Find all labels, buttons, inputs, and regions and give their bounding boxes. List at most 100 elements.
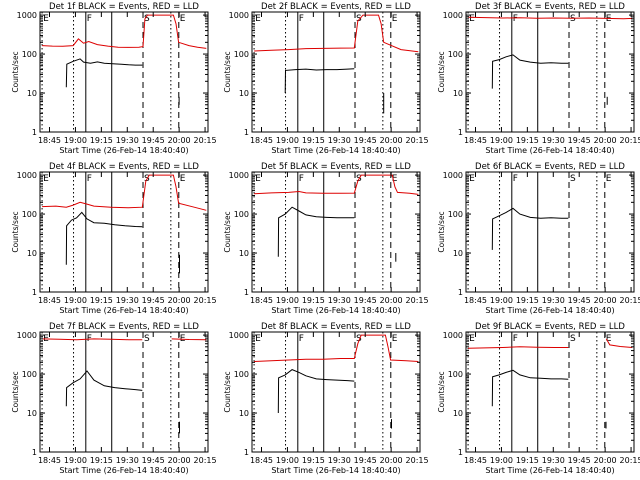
time-marker-label: F bbox=[513, 174, 518, 184]
x-tick-label: 20:15 bbox=[620, 456, 640, 465]
x-tick-label: 20:15 bbox=[194, 136, 217, 145]
time-marker-label: F bbox=[299, 334, 304, 344]
x-tick-label: 19:00 bbox=[490, 456, 513, 465]
x-tick-label: 18:45 bbox=[464, 296, 487, 305]
x-tick-label: 20:00 bbox=[168, 296, 191, 305]
y-tick-label: 10 bbox=[27, 249, 37, 258]
events-series-line bbox=[277, 369, 355, 414]
panel-title: Det 6f BLACK = Events, RED = LLD bbox=[475, 162, 625, 172]
x-tick-label: 19:15 bbox=[90, 456, 113, 465]
x-axis-label: Start Time (26-Feb-14 18:40:40) bbox=[485, 306, 614, 315]
y-tick-label: 1000 bbox=[443, 331, 463, 340]
panel-title: Det 1f BLACK = Events, RED = LLD bbox=[49, 2, 199, 12]
events-series-line bbox=[65, 58, 143, 88]
x-tick-label: 19:30 bbox=[328, 296, 351, 305]
lld-series-line bbox=[254, 14, 419, 53]
time-marker-label: F bbox=[513, 334, 518, 344]
x-tick-label: 19:30 bbox=[116, 136, 139, 145]
time-marker-label: S bbox=[570, 334, 576, 344]
x-tick-label: 18:45 bbox=[38, 296, 61, 305]
time-marker-label: F bbox=[513, 14, 518, 24]
x-tick-label: 19:30 bbox=[542, 136, 565, 145]
panel-title: Det 9f BLACK = Events, RED = LLD bbox=[475, 322, 625, 332]
time-marker-label: E bbox=[606, 334, 612, 344]
x-tick-label: 19:15 bbox=[90, 136, 113, 145]
y-tick-label: 1 bbox=[32, 128, 37, 137]
x-tick-label: 20:00 bbox=[380, 456, 403, 465]
time-marker-label: F bbox=[299, 14, 304, 24]
plot-frame bbox=[465, 11, 635, 133]
events-series-line bbox=[65, 211, 143, 265]
time-marker-label: S bbox=[356, 334, 362, 344]
y-tick-label: 1 bbox=[32, 448, 37, 457]
y-tick-label: 1000 bbox=[229, 11, 249, 20]
x-axis-label: Start Time (26-Feb-14 18:40:40) bbox=[485, 466, 614, 475]
y-tick-label: 1 bbox=[32, 288, 37, 297]
y-tick-label: 10 bbox=[453, 249, 463, 258]
lld-series-line bbox=[42, 338, 143, 341]
y-tick-label: 1000 bbox=[443, 11, 463, 20]
x-tick-label: 19:00 bbox=[490, 296, 513, 305]
x-tick-label: 19:30 bbox=[116, 296, 139, 305]
plot-frame bbox=[39, 171, 209, 293]
x-tick-label: 20:15 bbox=[406, 456, 429, 465]
events-series-line bbox=[277, 206, 355, 257]
x-tick-label: 18:45 bbox=[464, 136, 487, 145]
time-marker-label: S bbox=[570, 174, 576, 184]
time-marker-label: E bbox=[43, 174, 49, 184]
time-marker-label: E bbox=[392, 334, 398, 344]
x-tick-label: 18:45 bbox=[464, 456, 487, 465]
x-tick-label: 18:45 bbox=[250, 296, 273, 305]
y-axis-label: Counts/sec bbox=[11, 371, 20, 412]
x-axis-label: Start Time (26-Feb-14 18:40:40) bbox=[59, 146, 188, 155]
x-tick-label: 19:45 bbox=[568, 296, 591, 305]
x-tick-label: 18:45 bbox=[250, 456, 273, 465]
panel-title: Det 3f BLACK = Events, RED = LLD bbox=[475, 2, 625, 12]
x-tick-label: 19:45 bbox=[354, 456, 377, 465]
x-tick-label: 19:45 bbox=[142, 456, 165, 465]
x-tick-label: 19:00 bbox=[276, 296, 299, 305]
y-tick-label: 100 bbox=[448, 370, 463, 379]
x-tick-label: 19:00 bbox=[64, 456, 87, 465]
panel-title: Det 5f BLACK = Events, RED = LLD bbox=[261, 162, 411, 172]
events-series-line bbox=[491, 207, 569, 250]
y-axis-label: Counts/sec bbox=[437, 371, 446, 412]
x-tick-label: 19:30 bbox=[542, 456, 565, 465]
x-tick-label: 19:15 bbox=[516, 136, 539, 145]
time-marker-label: S bbox=[144, 334, 150, 344]
events-series-line bbox=[65, 370, 143, 407]
x-tick-label: 20:15 bbox=[620, 136, 640, 145]
plot-frame bbox=[251, 331, 421, 453]
x-tick-label: 20:00 bbox=[594, 456, 617, 465]
time-marker-label: E bbox=[392, 14, 398, 24]
y-tick-label: 1 bbox=[244, 448, 249, 457]
y-tick-label: 1 bbox=[244, 288, 249, 297]
time-marker-label: E bbox=[255, 174, 261, 184]
x-tick-label: 19:30 bbox=[328, 456, 351, 465]
x-tick-label: 19:15 bbox=[516, 456, 539, 465]
y-axis-label: Counts/sec bbox=[11, 51, 20, 92]
x-tick-label: 19:15 bbox=[516, 296, 539, 305]
x-tick-label: 20:00 bbox=[594, 136, 617, 145]
time-marker-label: E bbox=[255, 334, 261, 344]
lld-series-line bbox=[42, 14, 207, 49]
x-tick-label: 18:45 bbox=[38, 456, 61, 465]
time-marker-label: E bbox=[392, 174, 398, 184]
time-marker-label: E bbox=[180, 14, 186, 24]
y-tick-label: 100 bbox=[234, 210, 249, 219]
x-axis-label: Start Time (26-Feb-14 18:40:40) bbox=[271, 466, 400, 475]
plot-frame bbox=[251, 171, 421, 293]
lld-series-line bbox=[42, 174, 207, 211]
x-axis-label: Start Time (26-Feb-14 18:40:40) bbox=[59, 306, 188, 315]
y-tick-label: 10 bbox=[27, 409, 37, 418]
y-tick-label: 1000 bbox=[17, 331, 37, 340]
y-tick-label: 1000 bbox=[17, 11, 37, 20]
x-tick-label: 18:45 bbox=[250, 136, 273, 145]
x-tick-label: 19:45 bbox=[568, 456, 591, 465]
